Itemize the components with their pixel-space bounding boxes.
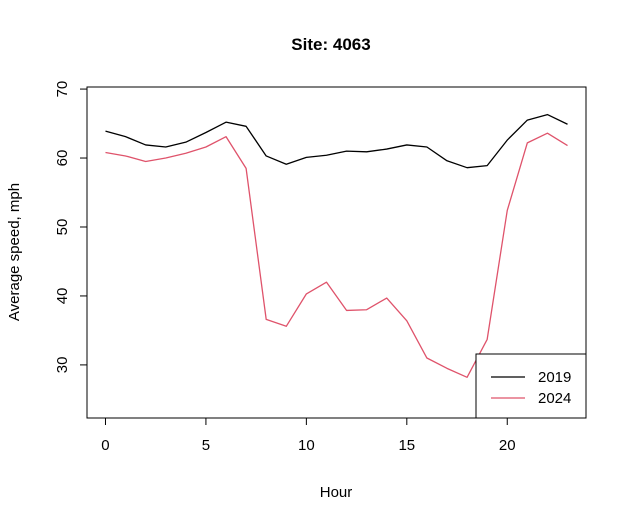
y-tick-label-70: 70 — [54, 81, 71, 98]
series-line-2019 — [105, 113, 568, 169]
y-axis-label: Average speed, mph — [6, 183, 23, 321]
y-tick-label-60: 60 — [54, 150, 71, 167]
x-tick-label-5: 5 — [202, 437, 210, 454]
x-tick-label-0: 0 — [101, 437, 109, 454]
legend-label-2019: 2019 — [538, 369, 571, 386]
y-tick-label-40: 40 — [54, 288, 71, 305]
chart-title: Site: 4063 — [291, 35, 370, 54]
legend-label-2024: 2024 — [538, 390, 571, 407]
series-line-2024 — [105, 132, 568, 378]
y-axis: 30 40 50 60 70 — [54, 81, 87, 374]
y-tick-label-30: 30 — [54, 357, 71, 374]
x-axis-label: Hour — [320, 484, 353, 501]
legend-box — [475, 353, 587, 419]
legend: 2019 2024 — [475, 353, 587, 419]
y-tick-label-50: 50 — [54, 219, 71, 236]
x-tick-label-20: 20 — [499, 437, 516, 454]
x-tick-label-15: 15 — [398, 437, 415, 454]
series-layer — [105, 113, 568, 378]
x-tick-label-10: 10 — [298, 437, 315, 454]
x-axis: 0 5 10 15 20 — [101, 417, 516, 454]
